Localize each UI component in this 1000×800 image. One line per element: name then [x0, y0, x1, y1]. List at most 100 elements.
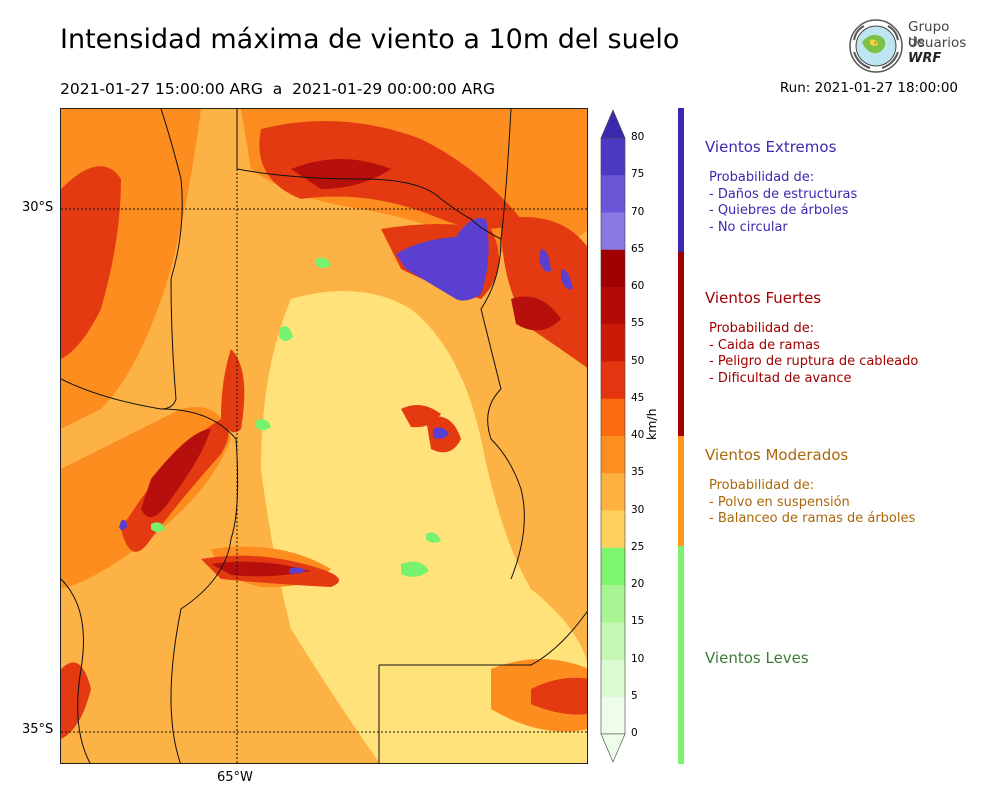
colorbar-band	[601, 659, 625, 698]
colorbar-band	[601, 398, 625, 437]
colorbar-band	[601, 249, 625, 288]
extreme-wind-core	[433, 427, 449, 439]
colorbar-bottom-arrow	[600, 733, 626, 763]
legend-moderate-items: Probabilidad de: - Polvo en suspensión -…	[705, 478, 915, 528]
legend-item: Probabilidad de:	[709, 478, 815, 493]
legend-item: - Quiebres de árboles	[709, 203, 849, 218]
legend-strong-items: Probabilidad de: - Caida de ramas - Peli…	[705, 321, 918, 387]
latitude-label-30s: 30°S	[22, 200, 54, 215]
colorbar-top-arrow	[600, 109, 626, 139]
legend-item: Probabilidad de:	[709, 321, 815, 336]
colorbar-tick-label: 50	[631, 354, 645, 367]
legend-item: - Balanceo de ramas de árboles	[709, 511, 916, 526]
political-borders	[61, 109, 587, 763]
logo-line1: Grupo de	[908, 19, 950, 50]
colorbar-tick-label: 45	[631, 391, 645, 404]
light-wind-spot	[279, 326, 293, 341]
colorbar-tick-label: 15	[631, 615, 645, 628]
legend-item: - Dificultad de avance	[709, 370, 852, 386]
strong-wind-band	[221, 349, 245, 433]
strong-wind-band	[259, 121, 521, 229]
legend-item: - Polvo en suspensión	[709, 494, 850, 510]
logo-line2: Usuarios	[908, 35, 967, 51]
very-strong-wind-core	[511, 296, 561, 331]
run-timestamp: Run: 2021-01-27 18:00:00	[779, 80, 958, 96]
extreme-wind-core	[119, 519, 127, 530]
very-strong-wind-core	[291, 159, 391, 189]
extreme-wind-core	[539, 249, 551, 272]
light-wind-spot	[426, 532, 441, 543]
legend-item: - Peligro de ruptura de cableado	[709, 354, 919, 369]
legend-bar-light	[678, 546, 684, 764]
strong-wind-band	[501, 217, 587, 368]
wind-field-svg	[61, 109, 587, 763]
colorbar-tick-label: 30	[631, 503, 645, 516]
legend-moderate: Vientos Moderados Probabilidad de: - Pol…	[705, 446, 915, 528]
map-title: Intensidad máxima de viento a 10m del su…	[60, 24, 680, 55]
colorbar-band	[601, 287, 625, 325]
low-wind-area	[305, 334, 371, 401]
colorbar-unit-label: km/h	[644, 408, 659, 440]
legend-extreme-heading: Vientos Extremos	[705, 138, 837, 156]
legend-extreme-items: Probabilidad de: - Daños de estructuras …	[705, 170, 857, 236]
colorbar-band	[601, 175, 625, 213]
colorbar-tick-label: 5	[631, 689, 638, 702]
logo-line3: WRF	[908, 51, 942, 66]
legend-strong: Vientos Fuertes Probabilidad de: - Caida…	[705, 289, 918, 387]
colorbar-tick-label: 35	[631, 466, 645, 479]
legend-item: - No circular	[709, 219, 788, 235]
colorbar-band	[601, 622, 625, 660]
legend-item: - Daños de estructuras	[709, 186, 858, 202]
colorbar-band	[601, 585, 625, 623]
strong-wind-band	[61, 166, 121, 359]
colorbar-tick-label: 80	[631, 131, 645, 143]
legend-item: Probabilidad de:	[709, 170, 815, 185]
forecast-period: 2021-01-27 15:00:00 ARG a 2021-01-29 00:…	[60, 80, 496, 98]
colorbar-tick-label: 55	[631, 317, 645, 330]
extreme-wind-core	[289, 567, 306, 574]
legend-moderate-heading: Vientos Moderados	[705, 446, 849, 464]
strong-wind-band	[531, 677, 587, 715]
longitude-label-65w: 65°W	[217, 770, 253, 785]
legend-bar-strong	[678, 252, 684, 436]
wind-category-bar	[678, 108, 684, 764]
light-wind-spot	[256, 419, 271, 430]
colorbar-tick-label: 75	[631, 168, 645, 181]
colorbar-tick-label: 25	[631, 540, 645, 553]
colorbar-tick-label: 20	[631, 578, 645, 590]
legend-bar-moderate	[678, 436, 684, 546]
wind-map	[60, 108, 588, 764]
colorbar-band	[601, 510, 625, 549]
legend-light: Vientos Leves	[705, 649, 809, 667]
very-strong-wind-core	[141, 429, 211, 517]
globe-emblem-icon	[849, 19, 903, 73]
light-wind-spot	[316, 257, 331, 268]
colorbar-band	[601, 324, 625, 362]
colorbar-tick-label: 65	[631, 242, 645, 255]
colorbar-band	[601, 696, 625, 735]
legend-light-heading: Vientos Leves	[705, 649, 809, 667]
extreme-wind-core	[561, 269, 573, 290]
colorbar-band	[601, 547, 625, 586]
extreme-wind-core	[396, 218, 489, 301]
colorbar-tick-label: 70	[631, 205, 645, 218]
strong-wind-band	[61, 662, 91, 739]
wind-speed-colorbar	[600, 109, 626, 763]
light-wind-spot	[401, 561, 429, 577]
graticule	[61, 109, 587, 763]
colorbar-band	[601, 361, 625, 400]
colorbar-band	[601, 212, 625, 251]
legend-extreme: Vientos Extremos Probabilidad de: - Daño…	[705, 138, 857, 236]
colorbar-band	[601, 138, 625, 176]
low-wind-area	[261, 291, 587, 763]
legend-bar-extreme	[678, 108, 684, 252]
latitude-label-35s: 35°S	[22, 722, 54, 737]
light-wind-spot	[151, 522, 165, 532]
colorbar-tick-label: 60	[631, 280, 645, 292]
colorbar-tick-label: 40	[631, 429, 645, 441]
grupo-usuarios-wrf-logo: Grupo de Usuarios WRF	[848, 18, 968, 74]
colorbar-tick-label: 0	[631, 727, 638, 739]
colorbar-band	[601, 473, 625, 511]
colorbar-tick-label: 10	[631, 652, 645, 665]
legend-strong-heading: Vientos Fuertes	[705, 289, 822, 307]
